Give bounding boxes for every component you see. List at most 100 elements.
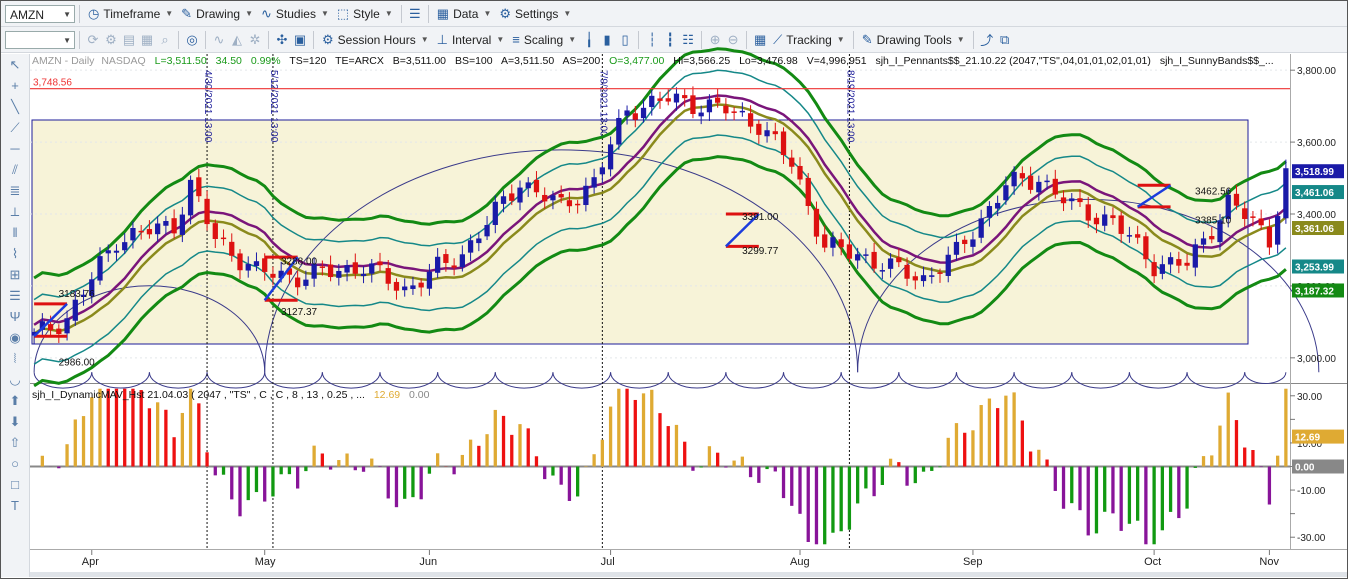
candle[interactable] (1159, 264, 1165, 274)
interval-select[interactable]: ▼ (5, 30, 75, 49)
candle[interactable] (682, 95, 688, 99)
candle[interactable] (863, 254, 869, 256)
histogram-bar[interactable] (172, 437, 176, 467)
candle[interactable] (550, 195, 556, 201)
candle[interactable] (476, 238, 482, 244)
candle[interactable] (731, 111, 737, 113)
timeframe-button[interactable]: ◷ Timeframe ▼ (84, 3, 177, 25)
histogram-bar[interactable] (90, 397, 94, 467)
histogram-bar[interactable] (864, 466, 868, 489)
candle[interactable] (113, 250, 120, 253)
candle[interactable] (896, 257, 902, 263)
histogram-bar[interactable] (1053, 466, 1057, 491)
candle[interactable] (1283, 168, 1289, 219)
candle[interactable] (1060, 197, 1067, 204)
candle[interactable] (970, 239, 976, 247)
candle[interactable] (986, 206, 993, 218)
cycle-arc-small[interactable] (783, 372, 842, 389)
histogram-bar[interactable] (518, 424, 522, 467)
pennant-diagonal[interactable] (33, 303, 68, 338)
candle[interactable] (369, 263, 375, 274)
histogram-bar[interactable] (979, 405, 983, 467)
candle[interactable] (418, 282, 424, 288)
candle[interactable] (673, 93, 680, 103)
histogram-bar[interactable] (213, 466, 217, 476)
cycle-arc-small[interactable] (898, 372, 957, 389)
histogram-bar[interactable] (403, 466, 407, 499)
candle[interactable] (187, 179, 194, 216)
horizontal-line-icon[interactable]: ─ (10, 141, 20, 156)
histogram-bar[interactable] (205, 452, 209, 467)
candle[interactable] (56, 328, 62, 334)
histogram-bar[interactable] (510, 434, 514, 467)
candle[interactable] (1275, 216, 1281, 245)
histogram-bar[interactable] (386, 466, 390, 499)
cycle-arc-small[interactable] (1013, 372, 1073, 389)
candle[interactable] (871, 251, 877, 269)
candle[interactable] (525, 182, 531, 189)
histogram-bar[interactable] (584, 465, 588, 467)
cycle-arc-small[interactable] (379, 372, 439, 389)
price-axis[interactable] (1290, 54, 1347, 383)
arrow-hollow-icon[interactable]: ⇧ (9, 434, 21, 450)
ohlc-bars-icon[interactable]: ╽ (585, 31, 594, 47)
candle[interactable] (1019, 173, 1025, 179)
candle[interactable] (196, 177, 202, 197)
candle[interactable] (1250, 216, 1256, 218)
vertical-lines-icon[interactable]: ‖ (12, 225, 18, 240)
candle[interactable] (1126, 235, 1133, 237)
candle[interactable] (739, 110, 745, 113)
cycle-arc-small[interactable] (552, 372, 612, 389)
candle[interactable] (698, 112, 704, 117)
candle[interactable] (344, 265, 350, 273)
candle[interactable] (599, 167, 605, 175)
histogram-bar[interactable] (263, 466, 267, 502)
histogram-bar[interactable] (477, 445, 481, 467)
histogram-bar[interactable] (1070, 466, 1074, 504)
histogram-bar[interactable] (73, 419, 77, 467)
gann-icon[interactable]: ⊞ (9, 266, 21, 282)
candle[interactable] (89, 279, 95, 296)
histogram-bar[interactable] (971, 430, 975, 467)
histogram-bar[interactable] (188, 388, 193, 467)
histogram-bar[interactable] (526, 428, 530, 467)
tracking-button[interactable]: ⟋ Tracking ▼ (769, 29, 849, 51)
histogram-bar[interactable] (930, 466, 934, 471)
candle[interactable] (435, 256, 441, 273)
candle[interactable] (616, 117, 622, 145)
histogram-bar[interactable] (114, 388, 119, 467)
histogram-bar[interactable] (765, 466, 769, 470)
candle[interactable] (146, 229, 153, 235)
candle[interactable] (138, 230, 144, 233)
bars-compress-icon[interactable]: ┆ (648, 31, 657, 47)
layout-icon[interactable]: ☰ (408, 5, 421, 21)
histogram-bar[interactable] (1078, 466, 1082, 511)
histogram-bar[interactable] (872, 466, 876, 497)
histogram-bar[interactable] (1119, 466, 1123, 531)
band-inner[interactable] (33, 94, 1287, 326)
candle[interactable] (665, 98, 671, 102)
refresh-icon[interactable]: ⟳ (87, 31, 99, 47)
interval-button[interactable]: ⊥ Interval ▼ (433, 29, 509, 51)
candle[interactable] (1036, 181, 1042, 193)
candle[interactable] (492, 201, 498, 225)
candle[interactable] (945, 254, 951, 276)
histogram-bar[interactable] (1144, 466, 1148, 545)
session-hours-button[interactable]: ⚙ Session Hours ▼ (318, 29, 433, 51)
histogram-bar[interactable] (123, 388, 127, 467)
cycle-arc-small[interactable] (725, 372, 785, 389)
cycle-arc-small[interactable] (148, 372, 208, 389)
histogram-bar[interactable] (946, 437, 950, 467)
histogram-bar[interactable] (65, 444, 69, 467)
candle[interactable] (780, 131, 787, 156)
histogram-bar[interactable] (468, 439, 473, 467)
histogram-bar[interactable] (847, 466, 852, 530)
pennant-diagonal[interactable] (263, 256, 299, 302)
candle[interactable] (649, 95, 655, 108)
cycle-arc-small[interactable] (955, 372, 1015, 389)
histogram-bar[interactable] (1284, 388, 1288, 467)
histogram-bar[interactable] (790, 466, 794, 506)
candle[interactable] (97, 256, 103, 281)
trendline-icon[interactable]: ⤴ (980, 33, 994, 48)
